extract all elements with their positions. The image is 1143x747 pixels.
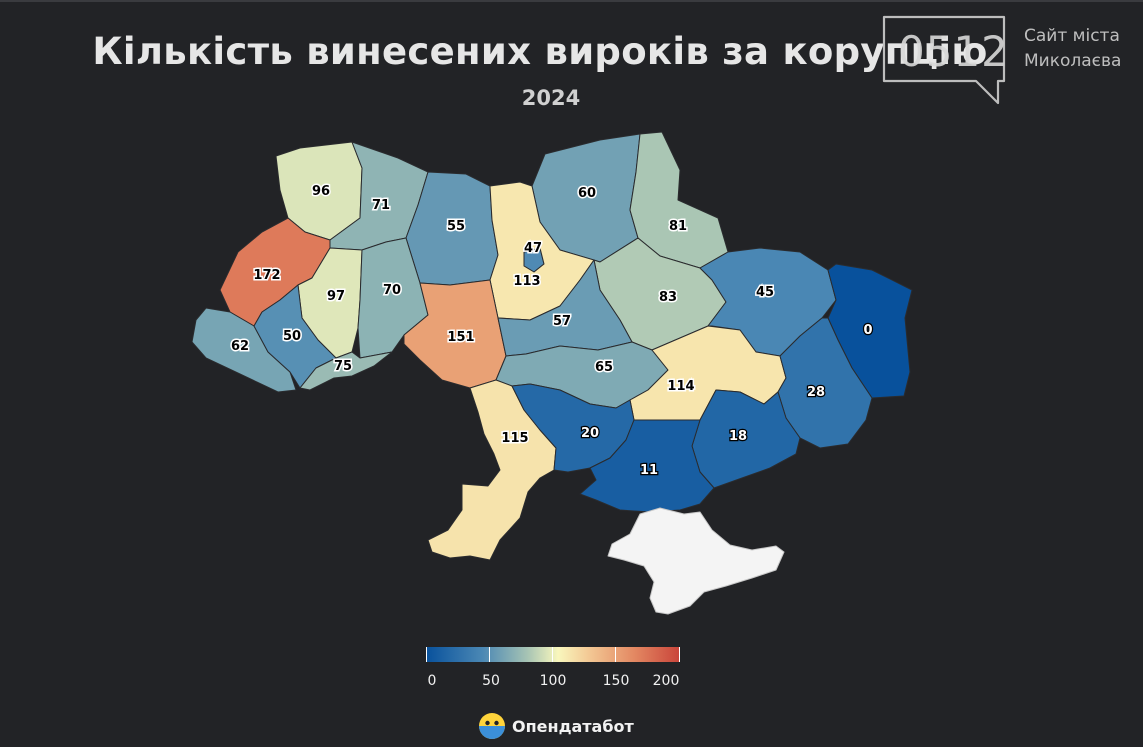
color-scale-legend bbox=[426, 647, 680, 662]
opendatabot-name: Опендатабот bbox=[512, 717, 634, 736]
region-crimea[interactable] bbox=[607, 507, 785, 615]
region-value-khmelnytskyi: 70 bbox=[383, 283, 401, 298]
region-value-kherson: 11 bbox=[640, 463, 658, 478]
legend-tick-mark bbox=[615, 647, 616, 662]
opendatabot-logo-icon bbox=[479, 713, 505, 739]
region-value-ternopil: 97 bbox=[327, 289, 345, 304]
region-value-cherkasy: 57 bbox=[553, 314, 571, 329]
watermark-line-2: Миколаєва bbox=[1024, 51, 1122, 71]
region-value-poltava: 83 bbox=[659, 290, 677, 305]
speech-bubble-icon bbox=[882, 15, 1006, 105]
region-value-mykolaiv: 20 bbox=[581, 426, 599, 441]
region-value-chernivtsi: 75 bbox=[334, 359, 352, 374]
region-chernivtsi[interactable] bbox=[299, 351, 393, 391]
top-border bbox=[0, 0, 1143, 2]
watermark-number: 0512 bbox=[898, 27, 1009, 76]
legend-tick-label: 150 bbox=[602, 673, 630, 689]
legend-tick-mark bbox=[426, 647, 427, 662]
region-zakarpattia[interactable] bbox=[191, 307, 297, 393]
legend-tick-mark bbox=[552, 647, 553, 662]
region-value-vinnytsia: 151 bbox=[447, 330, 474, 345]
region-value-zaporizhzhia: 18 bbox=[729, 429, 747, 444]
region-value-odesa: 115 bbox=[501, 431, 528, 446]
region-value-donetsk: 28 bbox=[807, 385, 825, 400]
region-kherson[interactable] bbox=[579, 419, 715, 513]
map-subtitle: 2024 bbox=[521, 86, 581, 110]
site-watermark[interactable]: 0512 Сайт міста Миколаєва bbox=[880, 15, 1140, 107]
color-scale-bar bbox=[426, 647, 680, 662]
region-value-ivano-frankivsk: 50 bbox=[283, 329, 301, 344]
region-value-sumy: 81 bbox=[669, 219, 687, 234]
region-value-zhytomyr: 55 bbox=[447, 219, 465, 234]
legend-tick-mark bbox=[489, 647, 490, 662]
legend-tick-label: 100 bbox=[539, 673, 567, 689]
legend-tick-mark bbox=[679, 647, 680, 662]
legend-tick-label: 0 bbox=[427, 673, 437, 689]
legend-tick-label: 50 bbox=[482, 673, 500, 689]
legend-tick-label: 200 bbox=[652, 673, 680, 689]
region-ivano-frankivsk[interactable] bbox=[253, 284, 337, 389]
region-value-kyiv-city: 47 bbox=[524, 241, 542, 256]
region-value-luhansk: 0 bbox=[863, 323, 872, 338]
region-value-lviv: 172 bbox=[253, 268, 280, 283]
region-value-rivne: 71 bbox=[372, 198, 390, 213]
region-value-dnipropetrovsk: 114 bbox=[667, 379, 694, 394]
region-value-zakarpattia: 62 bbox=[231, 339, 249, 354]
region-value-chernihiv: 60 bbox=[578, 186, 596, 201]
region-value-kharkiv: 45 bbox=[756, 285, 774, 300]
region-value-kirovohrad: 65 bbox=[595, 360, 613, 375]
watermark-line-1: Сайт міста bbox=[1024, 26, 1120, 46]
region-value-kyiv: 113 bbox=[513, 274, 540, 289]
region-value-volyn: 96 bbox=[312, 184, 330, 199]
map-title: Кількість винесених вироків за корупцію bbox=[92, 30, 988, 73]
